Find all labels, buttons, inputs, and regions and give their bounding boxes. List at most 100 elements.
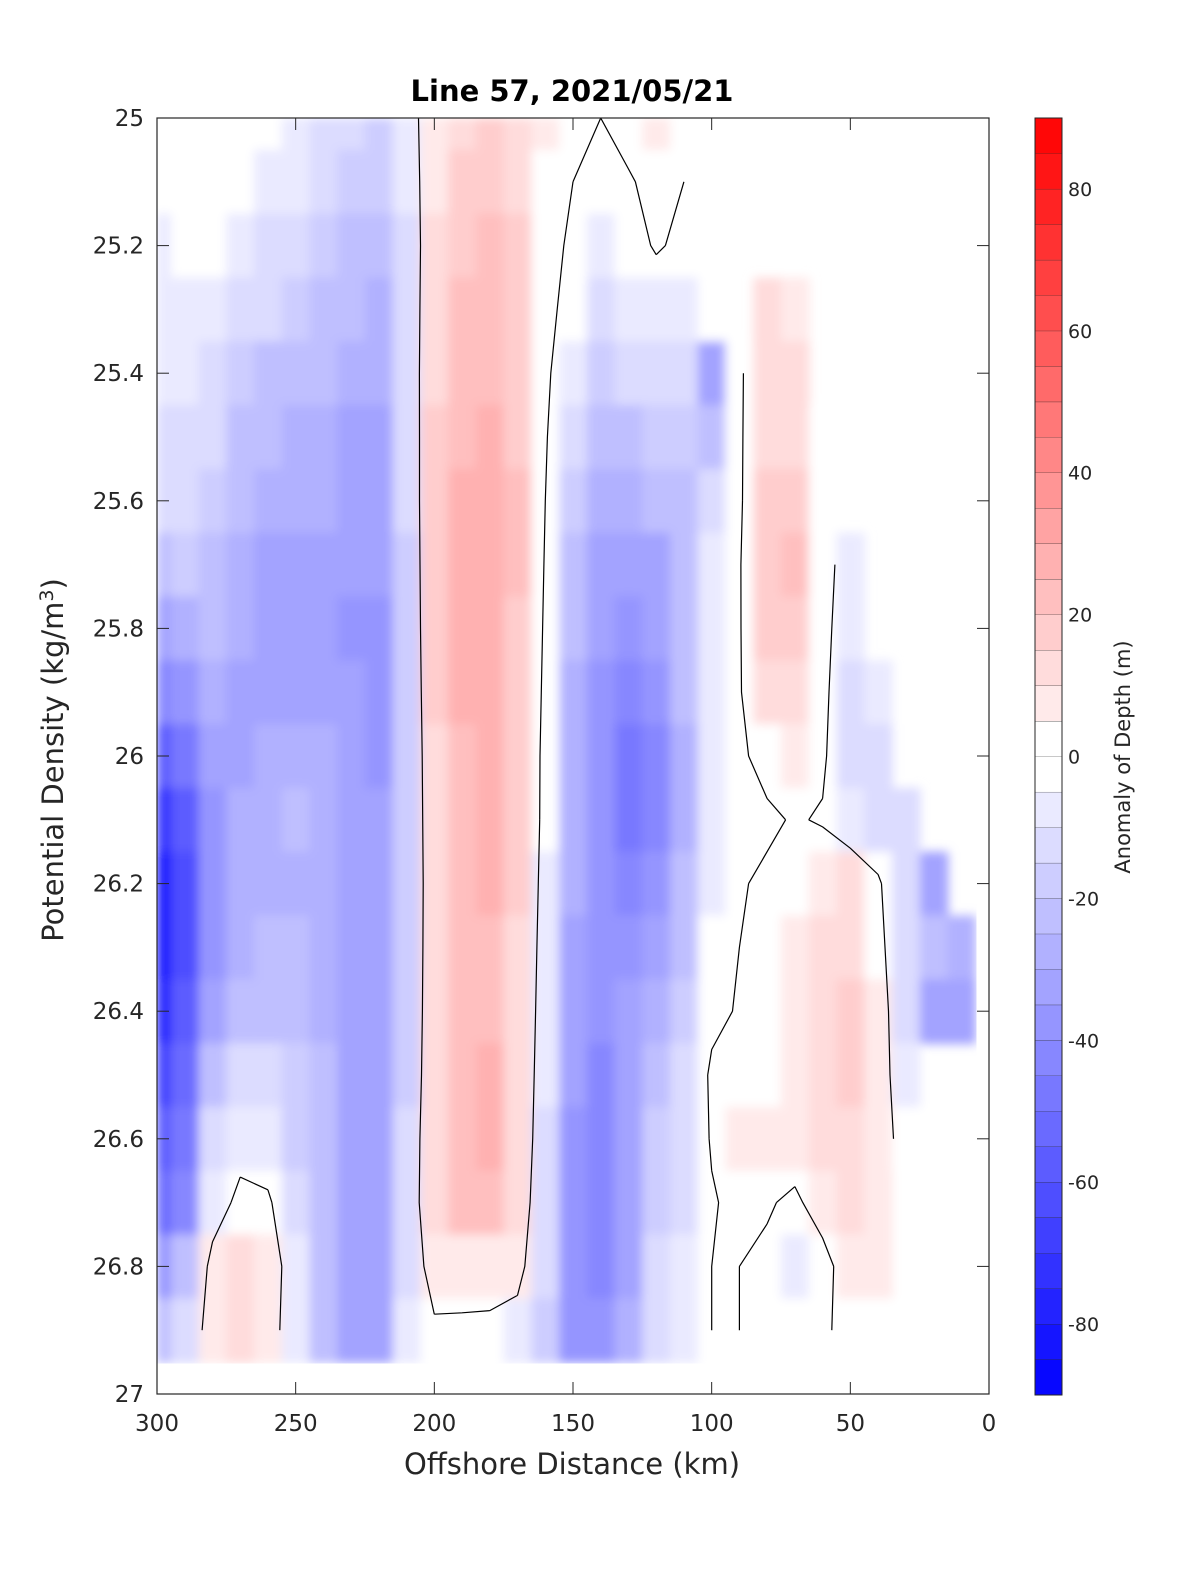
heatmap-cell [697, 277, 727, 343]
heatmap-cell [157, 118, 172, 151]
heatmap-cell [309, 724, 339, 789]
y-tick-label: 26.6 [93, 1127, 144, 1153]
y-tick-label: 25.6 [93, 489, 144, 515]
heatmap-cell [365, 787, 394, 853]
heatmap-cell [448, 468, 477, 534]
heatmap-cell [781, 724, 810, 789]
colorbar-band [1035, 827, 1062, 863]
heatmap-cell [503, 1106, 533, 1172]
heatmap-cell [670, 149, 699, 215]
heatmap-cell [503, 1298, 533, 1364]
heatmap-cell [170, 1234, 200, 1300]
heatmap-cell [531, 851, 561, 917]
colorbar-tick-label: -20 [1068, 888, 1099, 910]
heatmap-cell [448, 341, 477, 407]
heatmap-cell [198, 1170, 228, 1236]
heatmap-cell [614, 149, 644, 215]
heatmap-cell [337, 405, 366, 470]
heatmap-cell [531, 277, 561, 343]
heatmap-cell [226, 149, 255, 215]
heatmap-cell [226, 851, 255, 917]
heatmap-cell [781, 851, 810, 917]
colorbar-band [1035, 791, 1062, 828]
heatmap-cell [170, 1043, 200, 1108]
heatmap-cell [642, 724, 671, 789]
y-tick-label: 26.4 [93, 999, 144, 1025]
heatmap-cell [309, 787, 339, 853]
heatmap-cell [392, 915, 422, 981]
heatmap-cell [781, 979, 810, 1045]
heatmap-cell [531, 724, 561, 789]
heatmap-cell [365, 532, 394, 598]
heatmap-cell [448, 405, 477, 470]
colorbar-band [1035, 330, 1062, 367]
heatmap-cell [281, 787, 311, 853]
heatmap-cell [559, 1170, 588, 1236]
heatmap-cell [753, 979, 782, 1045]
heatmap-cell [670, 118, 699, 151]
colorbar-band [1035, 1111, 1062, 1147]
heatmap-cell [157, 149, 172, 215]
heatmap-cell [281, 468, 311, 534]
heatmap-cell [281, 1298, 311, 1364]
heatmap-cell [586, 468, 616, 534]
colorbar-title: Anomaly of Depth (m) [1111, 640, 1135, 873]
heatmap-cell [670, 915, 699, 981]
heatmap-cell [420, 851, 450, 917]
heatmap-cell [448, 915, 477, 981]
heatmap-cell [365, 149, 394, 215]
colorbar-band [1035, 933, 1062, 970]
heatmap-cell [309, 149, 339, 215]
heatmap-cell [420, 1043, 450, 1108]
heatmap-cell [753, 341, 782, 407]
heatmap-cell [337, 1234, 366, 1300]
heatmap-cell [864, 1170, 893, 1236]
colorbar-band [1035, 437, 1062, 473]
y-tick-label: 26.2 [93, 872, 144, 898]
heatmap-cell [725, 660, 755, 726]
heatmap-cell [226, 118, 255, 151]
heatmap-cell [281, 724, 311, 789]
heatmap-cell [725, 596, 755, 662]
heatmap-cell [226, 915, 255, 981]
heatmap-cell [503, 596, 533, 662]
heatmap-cell [670, 532, 699, 598]
heatmap-cell [503, 915, 533, 981]
colorbar-band [1035, 1075, 1062, 1112]
heatmap-cell [392, 213, 422, 279]
heatmap-cell [337, 1043, 366, 1108]
heatmap-cell [392, 118, 422, 151]
heatmap-cell [170, 532, 200, 598]
heatmap-cell [586, 1234, 616, 1300]
colorbar-band [1035, 1217, 1062, 1254]
y-tick-label: 25.4 [93, 361, 144, 387]
heatmap-cell [503, 724, 533, 789]
heatmap-cell [559, 1234, 588, 1300]
heatmap-cell [337, 915, 366, 981]
heatmap-cell [947, 979, 977, 1045]
heatmap-cell [198, 787, 228, 853]
heatmap-cell [254, 341, 283, 407]
heatmap-cell [309, 1170, 339, 1236]
heatmap-cell [170, 979, 200, 1045]
heatmap-cell [337, 149, 366, 215]
heatmap-cell [392, 1106, 422, 1172]
heatmap-cell [448, 277, 477, 343]
heatmap-cell [337, 660, 366, 726]
heatmap-cell [781, 660, 810, 726]
heatmap-cell [753, 532, 782, 598]
heatmap-cell [281, 1234, 311, 1300]
heatmap-cell [365, 118, 394, 151]
y-tick-label: 26 [115, 744, 144, 770]
heatmap-cell [226, 1234, 255, 1300]
heatmap-cell [281, 1043, 311, 1108]
heatmap-cell [891, 1043, 921, 1108]
heatmap-cell [475, 213, 505, 279]
heatmap-cell [503, 213, 533, 279]
heatmap-cell [309, 405, 339, 470]
heatmap-cell [365, 915, 394, 981]
heatmap-cell [503, 1043, 533, 1108]
heatmap-cell [281, 1170, 311, 1236]
heatmap-cell [559, 915, 588, 981]
heatmap-cell [670, 660, 699, 726]
